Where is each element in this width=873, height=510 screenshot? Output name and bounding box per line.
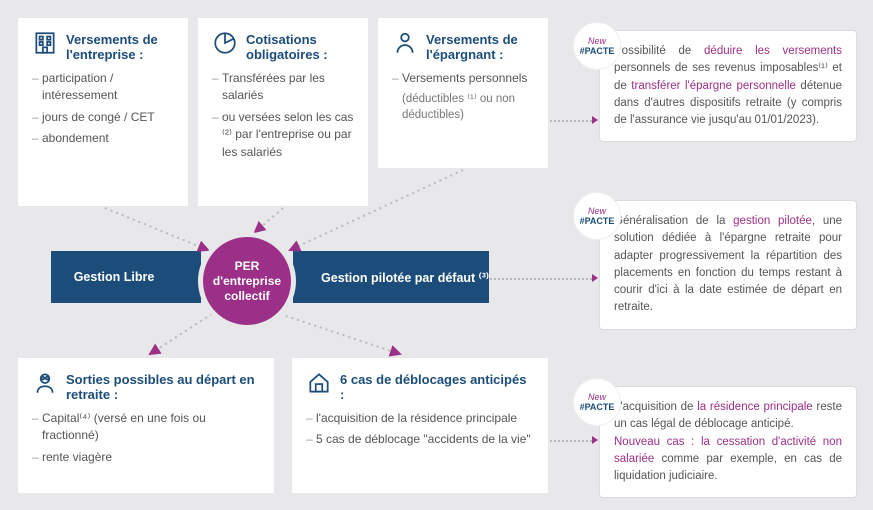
card-deblocages: 6 cas de déblocages anticipés : l'acquis… <box>292 358 548 493</box>
gestion-pilotee-bar: Gestion pilotée par défaut ⁽³⁾ <box>293 251 489 303</box>
card-sorties: Sorties possibles au départ en retraite … <box>18 358 274 493</box>
arrow-icon <box>592 436 598 444</box>
item-list: Capital⁽⁴⁾ (versé en une fois ou fractio… <box>32 410 260 466</box>
pie-icon <box>212 30 238 56</box>
person-icon <box>392 30 418 56</box>
arrow-icon <box>592 116 598 124</box>
list-item: Transférées par les salariés <box>212 70 354 105</box>
circle-label: PER d'entreprise collectif <box>211 259 283 304</box>
pacte-badge: New #PACTE <box>573 378 621 426</box>
connector <box>490 278 592 280</box>
pacte-badge: New #PACTE <box>573 192 621 240</box>
list-item: l'acquisition de la résidence principale <box>306 410 534 427</box>
badge-new: New <box>588 206 606 216</box>
card-cotisations: Cotisations obligatoires : Transférées p… <box>198 18 368 206</box>
bar-label: Gestion pilotée par défaut ⁽³⁾ <box>321 270 489 285</box>
retiree-icon <box>32 370 58 396</box>
list-item: Versements personnels <box>392 70 534 87</box>
title-text: 6 cas de déblocages anticipés : <box>340 370 534 402</box>
list-item: ou versées selon les cas ⁽²⁾ par l'entre… <box>212 109 354 161</box>
badge-pacte: #PACTE <box>580 402 615 412</box>
badge-pacte: #PACTE <box>580 216 615 226</box>
building-icon <box>32 30 58 56</box>
sub-text: (déductibles ⁽¹⁾ ou non déductibles) <box>392 91 534 123</box>
title-text: Sorties possibles au départ en retraite … <box>66 370 260 402</box>
note-deduire: Possibilité de déduire les versements pe… <box>599 30 857 142</box>
list-item: participation / intéressement <box>32 70 174 105</box>
title-text: Versements de l'épargnant : <box>426 30 534 62</box>
card-title: 6 cas de déblocages anticipés : <box>306 370 534 402</box>
card-versements-epargnant: Versements de l'épargnant : Versements p… <box>378 18 548 168</box>
house-icon <box>306 370 332 396</box>
note-gestion-pilotee: Généralisation de la gestion pilotée, un… <box>599 200 857 330</box>
gestion-libre-bar: Gestion Libre <box>51 251 201 303</box>
title-text: Versements de l'entreprise : <box>66 30 174 62</box>
item-list: participation / intéressement jours de c… <box>32 70 174 148</box>
list-item: abondement <box>32 130 174 147</box>
item-list: Transférées par les salariés ou versées … <box>212 70 354 161</box>
list-item: rente viagère <box>32 449 260 466</box>
card-title: Versements de l'entreprise : <box>32 30 174 62</box>
connector <box>550 120 592 122</box>
list-item: Capital⁽⁴⁾ (versé en une fois ou fractio… <box>32 410 260 445</box>
bar-label: Gestion Libre <box>74 270 155 284</box>
item-list: l'acquisition de la résidence principale… <box>306 410 534 449</box>
card-versements-entreprise: Versements de l'entreprise : participati… <box>18 18 188 206</box>
list-item: jours de congé / CET <box>32 109 174 126</box>
card-title: Cotisations obligatoires : <box>212 30 354 62</box>
note-residence: L'acquisition de la résidence principale… <box>599 386 857 498</box>
badge-new: New <box>588 36 606 46</box>
badge-new: New <box>588 392 606 402</box>
list-item: 5 cas de déblocage "accidents de la vie" <box>306 431 534 448</box>
connector <box>550 440 592 442</box>
pacte-badge: New #PACTE <box>573 22 621 70</box>
center-flow: Gestion Libre Gestion pilotée par défaut… <box>18 242 548 312</box>
card-title: Sorties possibles au départ en retraite … <box>32 370 260 402</box>
item-list: Versements personnels <box>392 70 534 87</box>
per-circle: PER d'entreprise collectif <box>198 232 296 330</box>
card-title: Versements de l'épargnant : <box>392 30 534 62</box>
title-text: Cotisations obligatoires : <box>246 30 354 62</box>
arrow-icon <box>592 274 598 282</box>
badge-pacte: #PACTE <box>580 46 615 56</box>
